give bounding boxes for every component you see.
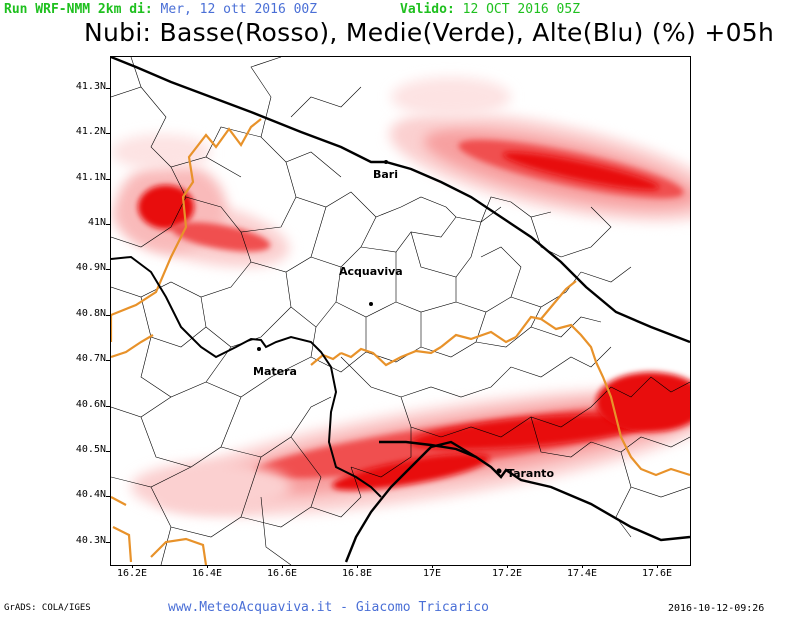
y-tick: [106, 315, 110, 316]
x-tick-label: 17.4E: [566, 568, 598, 579]
municipal-boundaries: [111, 57, 690, 565]
y-tick: [106, 360, 110, 361]
city-acquaviva: Acquaviva: [339, 265, 403, 306]
map-svg: Bari Acquaviva Matera Taranto: [111, 57, 690, 565]
x-tick: [132, 564, 133, 568]
city-matera: Matera: [253, 347, 297, 378]
y-tick: [106, 406, 110, 407]
x-tick-label: 16.8E: [341, 568, 373, 579]
footer-timestamp: 2016-10-12-09:26: [668, 603, 765, 614]
y-tick: [106, 224, 110, 225]
x-tick-label: 16.4E: [191, 568, 223, 579]
run-date: Mer, 12 ott 2016 00Z: [160, 2, 318, 17]
x-tick: [432, 564, 433, 568]
y-tick: [106, 88, 110, 89]
y-tick-label: 41N: [87, 217, 106, 228]
run-info: Run WRF-NMM 2km di: Mer, 12 ott 2016 00Z: [4, 2, 317, 17]
x-tick: [507, 564, 508, 568]
coastline: [111, 57, 690, 563]
city-bari: Bari: [373, 160, 398, 181]
y-tick: [106, 496, 110, 497]
map-panel: Bari Acquaviva Matera Taranto: [110, 56, 691, 566]
x-tick: [582, 564, 583, 568]
x-tick: [357, 564, 358, 568]
y-tick-label: 40.3N: [75, 535, 106, 546]
y-tick-label: 41.1N: [75, 172, 106, 183]
y-tick-label: 40.5N: [75, 444, 106, 455]
y-tick-label: 40.8N: [75, 308, 106, 319]
cloud-cover-layer: [111, 77, 690, 516]
x-tick-label: 17E: [422, 568, 442, 579]
y-tick: [106, 451, 110, 452]
y-tick-label: 41.3N: [75, 81, 106, 92]
y-tick-label: 40.7N: [75, 353, 106, 364]
footer-credit-grads: GrADS: COLA/IGES: [4, 603, 91, 613]
province-border: [111, 255, 382, 498]
y-tick: [106, 179, 110, 180]
valid-label: Valido:: [400, 2, 455, 17]
cloud-band-northwest: [111, 134, 290, 267]
valid-date: 12 OCT 2016 05Z: [462, 2, 581, 17]
x-tick-label: 17.6E: [641, 568, 673, 579]
x-tick: [282, 564, 283, 568]
cloud-band-south: [131, 372, 690, 516]
x-tick-label: 16.2E: [116, 568, 148, 579]
y-tick-label: 40.4N: [75, 489, 106, 500]
footer-website[interactable]: www.MeteoAcquaviva.it - Giacomo Tricaric…: [168, 600, 489, 615]
run-label: Run WRF-NMM 2km di:: [4, 2, 153, 17]
city-taranto: Taranto: [496, 467, 554, 480]
y-tick: [106, 133, 110, 134]
map-title: Nubi: Basse(Rosso), Medie(Verde), Alte(B…: [84, 18, 775, 47]
y-tick: [106, 542, 110, 543]
city-label-acquaviva: Acquaviva: [339, 265, 403, 278]
valid-info: Valido: 12 OCT 2016 05Z: [400, 2, 580, 17]
x-tick: [207, 564, 208, 568]
y-tick: [106, 269, 110, 270]
x-tick-label: 16.6E: [266, 568, 298, 579]
city-label-matera: Matera: [253, 365, 297, 378]
x-tick-label: 17.2E: [491, 568, 523, 579]
cloud-band-northeast: [389, 77, 690, 222]
y-tick-label: 40.9N: [75, 262, 106, 273]
city-label-taranto: Taranto: [507, 467, 554, 480]
y-tick-label: 40.6N: [75, 399, 106, 410]
y-tick-label: 41.2N: [75, 126, 106, 137]
x-tick: [657, 564, 658, 568]
city-label-bari: Bari: [373, 168, 398, 181]
